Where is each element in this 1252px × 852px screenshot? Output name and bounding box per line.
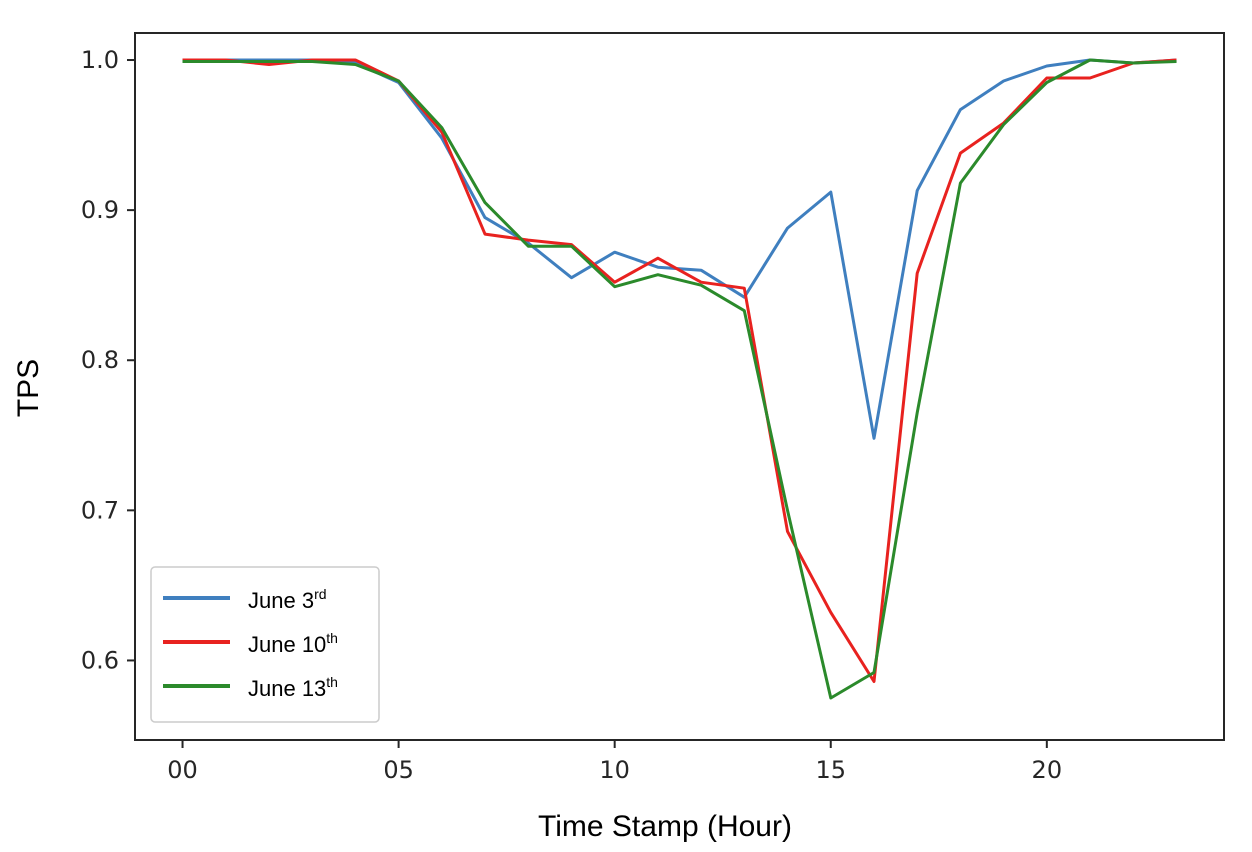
y-axis-ticks: 0.6 0.7 0.8 0.9 1.0: [81, 46, 135, 674]
legend-entries: June 3rd June 10th June 13th: [163, 586, 338, 701]
series-line-3: [182, 58, 1177, 700]
y-tick-label: 0.9: [81, 196, 119, 224]
legend-label-1: June 3rd: [248, 586, 327, 613]
y-tick-label: 0.6: [81, 646, 119, 674]
series-line-1: [182, 58, 1177, 440]
x-tick-label: 05: [383, 756, 414, 784]
x-tick-label: 00: [167, 756, 198, 784]
x-tick-label: 15: [815, 756, 846, 784]
x-tick-label: 20: [1032, 756, 1063, 784]
y-axis-label: TPS: [12, 359, 45, 417]
y-tick-label: 1.0: [81, 46, 119, 74]
legend: June 3rd June 10th June 13th: [150, 566, 380, 723]
y-tick-label: 0.7: [81, 496, 119, 524]
x-axis-ticks: 00 05 10 15 20: [167, 740, 1062, 784]
x-axis-label: Time Stamp (Hour): [538, 810, 792, 843]
legend-label-2: June 10th: [248, 630, 338, 657]
legend-frame: [150, 566, 380, 723]
y-tick-label: 0.8: [81, 346, 119, 374]
x-tick-label: 10: [599, 756, 630, 784]
legend-label-3: June 13th: [248, 674, 338, 701]
plot-frame: [134, 32, 1225, 741]
series-layer: [182, 58, 1177, 700]
